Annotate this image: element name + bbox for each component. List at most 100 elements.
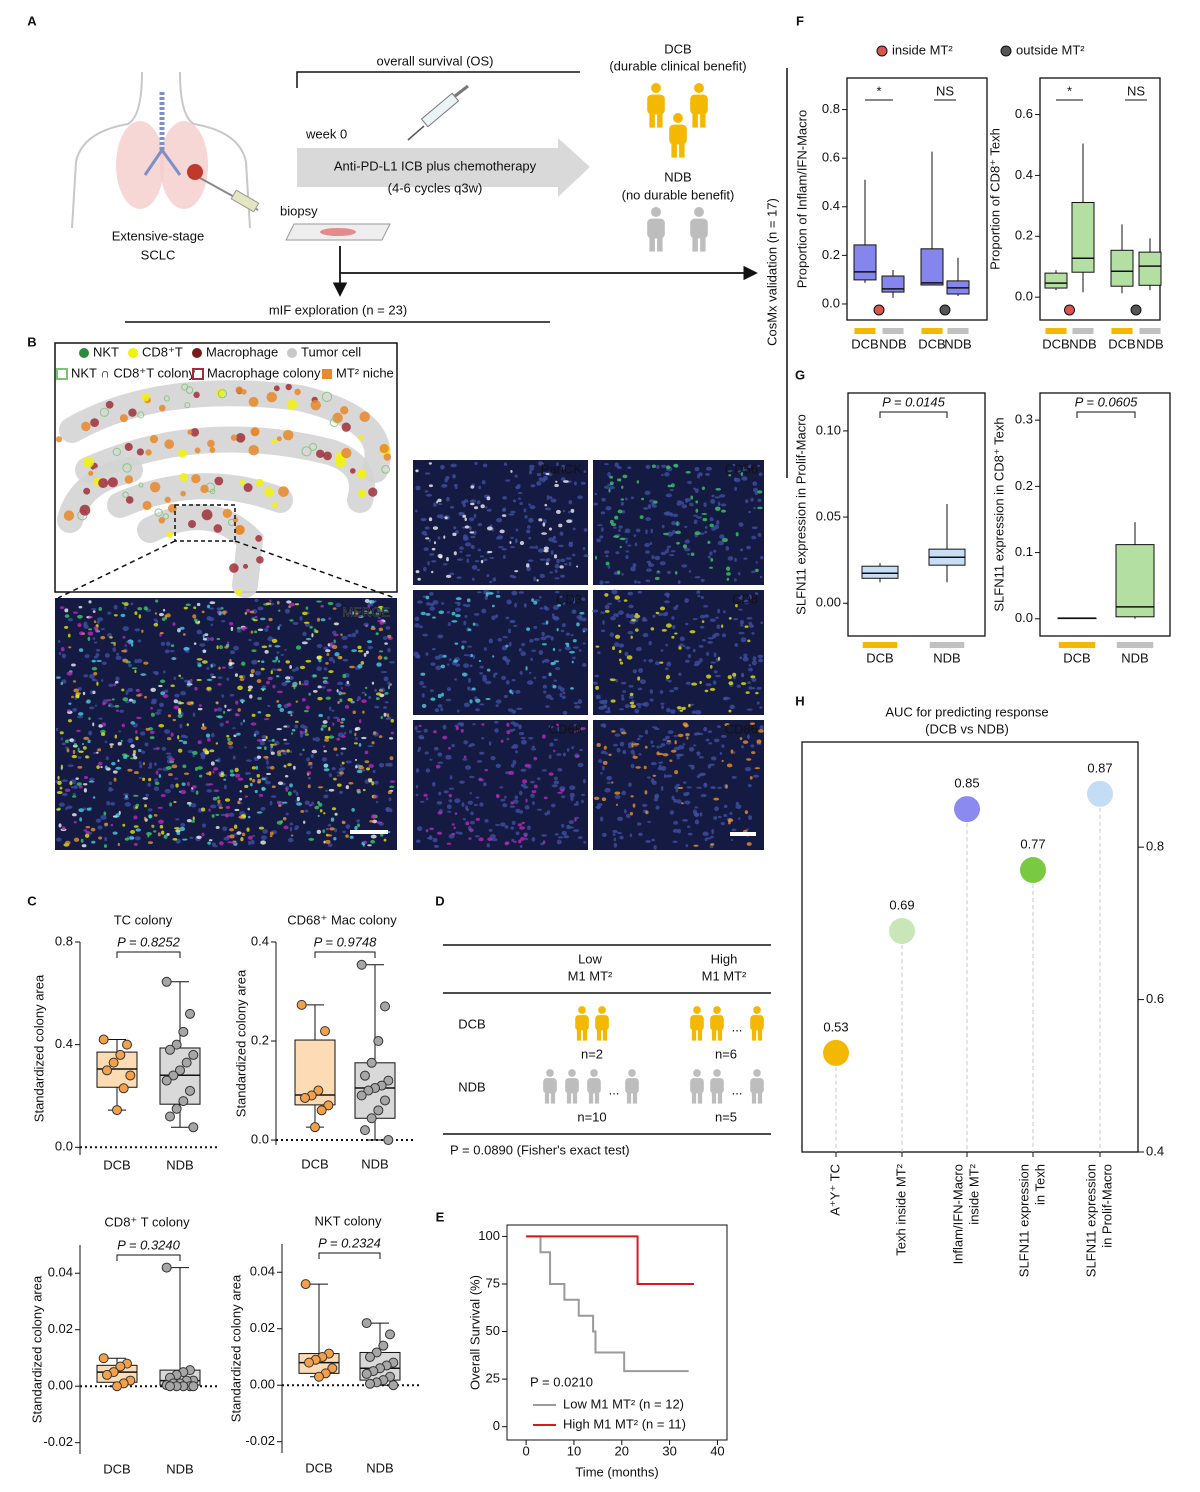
- cell: [525, 798, 528, 803]
- cell: [529, 639, 534, 643]
- cell: [576, 622, 580, 627]
- cell: [458, 512, 465, 515]
- cell: [323, 667, 328, 671]
- cell: [121, 688, 125, 692]
- tissue-cell: [124, 475, 134, 484]
- cell: [66, 748, 70, 753]
- cell: [307, 784, 311, 789]
- cell: [249, 673, 254, 678]
- cell: [614, 733, 621, 737]
- cell: [652, 614, 656, 618]
- cell: [112, 770, 118, 774]
- cell: [300, 810, 305, 813]
- cell: [247, 688, 252, 692]
- cell: [560, 477, 566, 481]
- cell: [210, 664, 213, 668]
- cell: [550, 661, 556, 665]
- cell: [502, 496, 508, 500]
- cell: [137, 607, 143, 611]
- cell: [446, 557, 449, 562]
- cell: [632, 753, 636, 757]
- cell: [330, 817, 335, 822]
- cell: [598, 759, 603, 764]
- y-tick-label: 0.00: [816, 595, 841, 610]
- cell: [696, 516, 703, 519]
- data-point: [161, 1262, 172, 1273]
- cell: [716, 520, 720, 525]
- cell: [550, 636, 554, 641]
- cell: [475, 817, 481, 821]
- cell: [544, 507, 552, 511]
- cell: [366, 640, 373, 644]
- cell: [514, 570, 519, 573]
- cell: [655, 805, 660, 810]
- person-icon: [647, 207, 665, 252]
- cell: [91, 840, 96, 844]
- cell: [636, 480, 640, 484]
- cell: [568, 542, 574, 548]
- cell: [512, 799, 519, 804]
- cell: [377, 619, 383, 623]
- cell: [423, 793, 428, 797]
- y-tick-label: 0.0: [55, 1139, 73, 1154]
- cell: [554, 569, 558, 573]
- cell: [610, 522, 617, 527]
- cell: [603, 745, 607, 750]
- cell: [305, 659, 312, 663]
- cell: [60, 681, 63, 686]
- cell: [342, 658, 349, 662]
- cell: [233, 734, 237, 737]
- cell: [573, 829, 580, 833]
- cell: [445, 754, 452, 760]
- cell: [267, 636, 274, 642]
- cell: [429, 758, 433, 761]
- cell: [479, 703, 485, 706]
- cell: [81, 844, 87, 848]
- cell: [595, 555, 598, 560]
- data-point: [188, 1122, 199, 1133]
- cell: [305, 638, 312, 641]
- cell: [717, 815, 722, 819]
- significance-bracket: [879, 411, 948, 418]
- cell: [614, 595, 621, 600]
- cell: [96, 659, 102, 663]
- cell: [619, 741, 625, 747]
- cell: [676, 541, 680, 545]
- cell: [510, 763, 515, 768]
- cell: [88, 615, 93, 619]
- cell: [413, 651, 419, 657]
- cell: [183, 606, 188, 610]
- cell: [441, 483, 448, 488]
- cell: [754, 491, 759, 496]
- cell: [335, 603, 342, 608]
- data-point: [365, 1378, 375, 1389]
- cell: [531, 790, 537, 794]
- data-point: [373, 1105, 384, 1116]
- y-tick-label: 0.0: [251, 1131, 269, 1146]
- cell: [463, 663, 470, 669]
- tissue-cell: [286, 399, 298, 410]
- group-bar: [1111, 328, 1133, 334]
- cell: [276, 675, 280, 678]
- cell: [232, 755, 236, 760]
- cell: [186, 818, 192, 823]
- cell: [415, 793, 419, 797]
- cell: [88, 730, 93, 736]
- significance-bracket: [1076, 411, 1136, 418]
- cell: [423, 728, 428, 733]
- channel-label: MERGE: [342, 604, 390, 619]
- cell: [580, 727, 586, 730]
- cell: [123, 755, 128, 759]
- cell: [604, 463, 609, 466]
- cell: [642, 616, 647, 621]
- cell: [513, 840, 517, 843]
- cell: [414, 616, 420, 622]
- cell: [453, 526, 457, 530]
- cell: [715, 616, 719, 619]
- cell: [611, 730, 616, 733]
- cell: [676, 521, 679, 526]
- cell: [563, 835, 570, 839]
- cell: [317, 696, 323, 701]
- person-body: [647, 94, 665, 115]
- cell: [166, 641, 171, 647]
